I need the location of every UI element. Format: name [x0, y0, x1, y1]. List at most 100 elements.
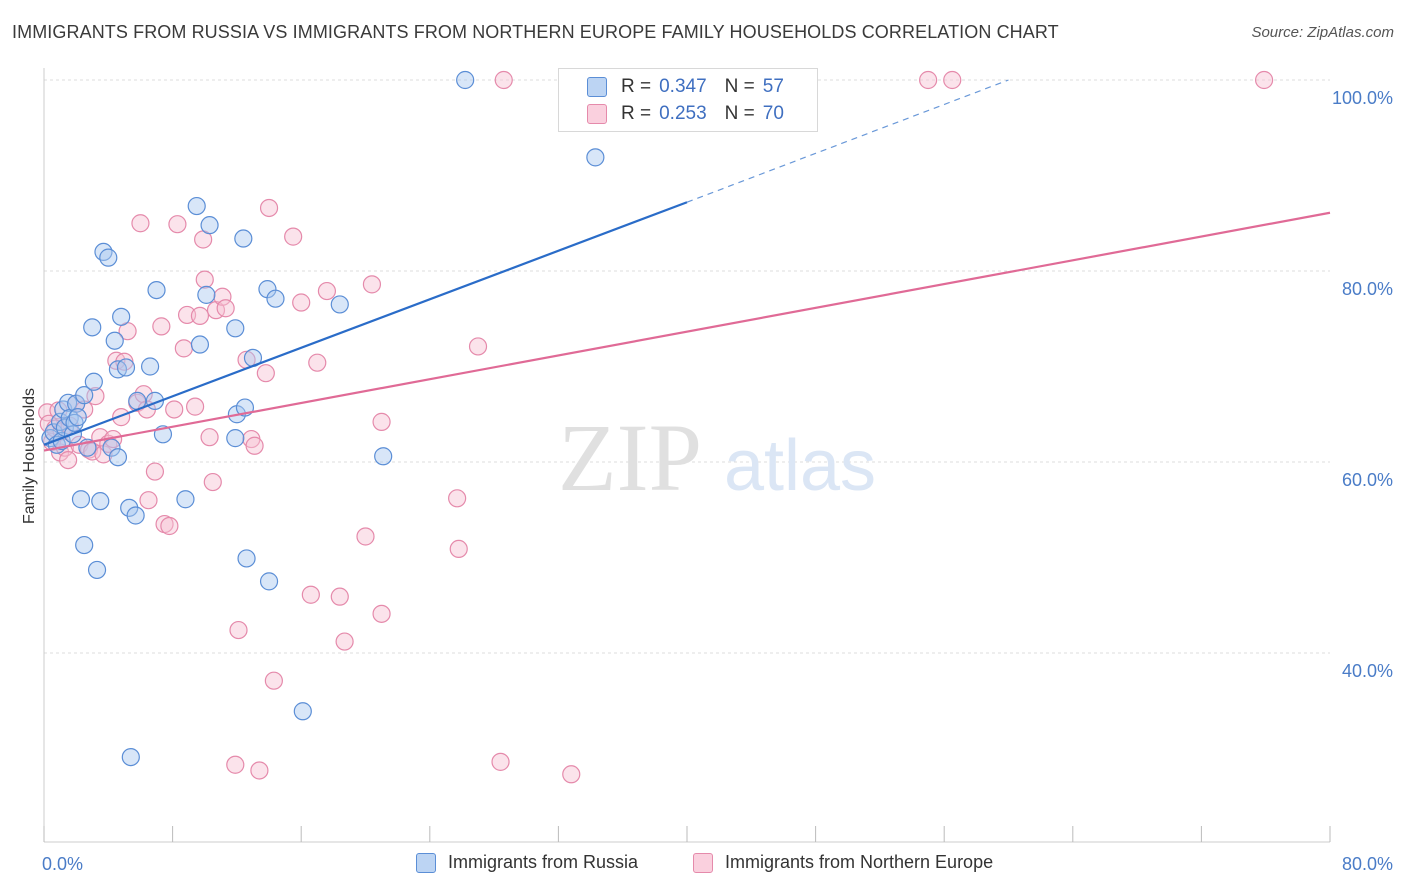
northern-europe-point [203, 472, 222, 492]
northern-europe-point [330, 587, 349, 606]
russia-point [116, 358, 136, 377]
russia-point [71, 490, 91, 509]
northern-europe-point [134, 385, 153, 404]
n-value: 57 [762, 76, 784, 97]
russia-point [94, 242, 113, 261]
northern-europe-point [200, 428, 219, 447]
russia-point [65, 413, 84, 432]
legend-label: Immigrants from Northern Europe [725, 852, 994, 872]
northern-europe-point [335, 632, 354, 651]
northern-europe-point [160, 516, 179, 536]
watermark-atlas: atlas [724, 426, 876, 506]
northern-europe-point [308, 353, 327, 372]
x-tick-label: 0.0% [42, 854, 83, 874]
northern-europe-point [152, 317, 171, 336]
y-tick-label: 60.0% [1342, 470, 1393, 490]
zipatlas-watermark: ZIP atlas [558, 404, 876, 511]
chart-title: IMMIGRANTS FROM RUSSIA VS IMMIGRANTS FRO… [12, 22, 1059, 42]
northern-europe-swatch [587, 104, 607, 124]
legend-row-northern-europe: R = 0.253 N = 70 [587, 101, 784, 127]
northern-europe-point [1254, 70, 1274, 90]
northern-europe-trend-line [43, 211, 1331, 452]
northern-europe-point [259, 198, 279, 218]
russia-point [91, 492, 110, 511]
northern-europe-point [919, 70, 938, 90]
russia-point [68, 408, 87, 427]
northern-europe-point [186, 397, 205, 416]
northern-europe-point [177, 305, 197, 325]
northern-europe-point [213, 287, 232, 306]
tick-labels: 40.0% 60.0% 80.0% 100.0% 0.0% 80.0% [42, 88, 1393, 874]
r-label: R = [621, 76, 652, 97]
russia-swatch [587, 77, 607, 97]
russia-point [200, 216, 219, 235]
russia-point [84, 372, 103, 391]
watermark-zip: ZIP [558, 404, 702, 511]
northern-europe-point [943, 70, 962, 90]
northern-europe-point [362, 275, 382, 294]
russia-point [147, 281, 166, 300]
northern-europe-point [562, 765, 581, 784]
axes [43, 68, 1331, 843]
n-label: N = [724, 103, 755, 124]
russia-point [83, 318, 102, 337]
russia-point [75, 386, 94, 405]
russia-point [293, 702, 312, 721]
northern-europe-point [139, 491, 158, 510]
russia-point [99, 248, 118, 267]
russia-point [112, 307, 131, 326]
russia-point [330, 295, 349, 314]
r-value: 0.253 [659, 103, 707, 124]
northern-europe-point [317, 281, 337, 301]
russia-point [374, 447, 393, 466]
northern-europe-point [245, 436, 264, 455]
russia-point [176, 490, 195, 509]
northern-europe-point [448, 489, 467, 508]
northern-europe-point [301, 585, 320, 604]
russia-trend-line [43, 201, 688, 446]
northern-europe-point [131, 214, 150, 233]
series-russia-points [41, 70, 605, 767]
russia-point [226, 319, 245, 338]
russia-point [140, 357, 160, 376]
y-tick-label: 80.0% [1342, 279, 1393, 299]
northern-europe-point [356, 527, 375, 546]
russia-point [102, 438, 121, 457]
russia-point [75, 535, 94, 555]
russia-point [108, 448, 128, 467]
northern-europe-point [292, 293, 311, 312]
legend-row-russia: R = 0.347 N = 57 [587, 74, 784, 100]
northern-europe-point [449, 539, 468, 559]
northern-europe-point [468, 337, 488, 356]
northern-europe-point [190, 306, 210, 325]
source-credit: Source: ZipAtlas.com [1251, 24, 1394, 41]
trend-lines [43, 79, 1331, 452]
x-tick-label: 80.0% [1342, 854, 1393, 874]
russia-point [197, 285, 216, 304]
northern-europe-point [284, 227, 303, 246]
northern-europe-point [250, 761, 269, 780]
russia-point [226, 429, 245, 448]
russia-point [259, 572, 279, 591]
northern-europe-point [216, 299, 235, 318]
northern-europe-point [491, 752, 510, 771]
series-legend: Immigrants from Russia Immigrants from N… [0, 852, 1406, 878]
y-axis-label: Family Households [21, 388, 38, 524]
russia-point [456, 70, 475, 90]
russia-swatch [416, 852, 436, 873]
northern-europe-point [59, 450, 78, 470]
russia-point [121, 747, 140, 767]
russia-point [237, 549, 256, 568]
russia-point [586, 148, 605, 167]
northern-europe-point [494, 70, 513, 90]
russia-point [187, 196, 206, 216]
russia-point [126, 506, 145, 525]
n-label: N = [724, 76, 755, 97]
northern-europe-point [174, 339, 193, 358]
northern-europe-point [372, 604, 391, 623]
r-label: R = [621, 103, 652, 124]
legend-item-northern-europe: Immigrants from Northern Europe [693, 852, 993, 873]
northern-europe-point [256, 364, 275, 383]
legend-label: Immigrants from Russia [448, 852, 639, 872]
r-value: 0.347 [659, 76, 707, 97]
